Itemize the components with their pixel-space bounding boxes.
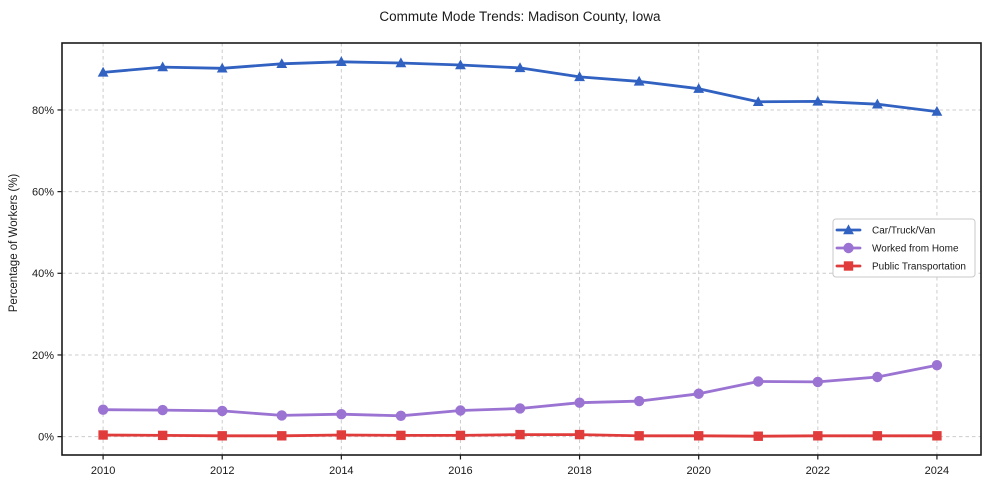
legend-circle-icon (843, 242, 854, 254)
car-truck-van-marker-2024 (931, 105, 943, 116)
car-truck-van-marker-2016 (455, 59, 466, 70)
public-transportation-marker-2020 (693, 431, 704, 441)
car-truck-van-marker-2021 (752, 96, 764, 106)
tick-marks (57, 109, 938, 460)
y-tick-label-80%: 80% (32, 105, 54, 117)
worked-from-home-marker-2020 (693, 388, 704, 399)
legend-triangle-icon (843, 224, 854, 235)
public-transportation-marker-2016 (455, 430, 466, 441)
car-truck-van-marker-2017 (514, 62, 526, 73)
y-tick-label-40%: 40% (32, 268, 54, 280)
worked-from-home-marker-2023 (872, 371, 883, 383)
x-tick-label-2018: 2018 (567, 465, 591, 477)
legend-square-icon (843, 261, 854, 271)
public-transportation-marker-2017 (515, 429, 525, 440)
public-transportation-marker-2021 (753, 431, 763, 441)
public-transportation-marker-2024 (932, 431, 942, 441)
public-transportation-marker-2019 (634, 431, 644, 441)
public-transportation-marker-2011 (157, 430, 168, 441)
car-truck-van-marker-2010 (97, 66, 109, 77)
car-truck-van-marker-2020 (693, 83, 705, 93)
y-axis-label: Percentage of Workers (%) (8, 174, 20, 313)
x-tick-label-2012: 2012 (210, 465, 234, 477)
legend-label-worked-from-home: Worked from Home (872, 244, 959, 255)
legend-item-car-truck-van: Car/Truck/Van (835, 224, 935, 237)
series-car-truck-van (97, 56, 943, 116)
public-transportation-marker-2022 (813, 431, 823, 441)
worked-from-home-marker-2016 (455, 405, 466, 416)
x-tick-labels: 2010 2012 2014 2016 2018 2020 2022 2024 (91, 465, 949, 477)
public-transportation-marker-2015 (396, 430, 406, 441)
plot-background (62, 43, 981, 455)
worked-from-home-marker-2019 (633, 395, 645, 407)
car-truck-van-marker-2018 (574, 71, 585, 82)
car-truck-van-marker-2015 (395, 57, 407, 68)
car-truck-van-marker-2011 (157, 61, 169, 72)
y-tick-labels: 0% 20% 40% 60% 80% (32, 105, 54, 444)
legend-item-public-transportation: Public Transportation (835, 261, 966, 273)
car-truck-van-marker-2013 (276, 58, 288, 69)
legend-box (832, 218, 976, 278)
worked-from-home-marker-2013 (276, 410, 287, 421)
chart-title: Commute Mode Trends: Madison County, Iow… (379, 9, 661, 24)
worked-from-home-marker-2011 (157, 404, 168, 416)
y-tick-label-60%: 60% (32, 186, 54, 198)
legend-label-car-truck-van: Car/Truck/Van (872, 226, 935, 237)
series-public-transportation (98, 429, 942, 441)
public-transportation-marker-2013 (277, 431, 287, 441)
car-truck-van-marker-2012 (216, 62, 228, 73)
public-transportation-marker-2010 (98, 430, 108, 440)
public-transportation-marker-2012 (217, 431, 227, 441)
y-tick-label-0%: 0% (38, 431, 54, 443)
public-transportation-marker-2023 (872, 431, 883, 441)
car-truck-van-marker-2023 (871, 98, 883, 109)
worked-from-home-marker-2017 (514, 403, 526, 414)
x-tick-label-2020: 2020 (686, 465, 710, 477)
legend-label-public-transportation: Public Transportation (872, 262, 966, 273)
public-transportation-marker-2014 (336, 430, 347, 440)
public-transportation-marker-2018 (574, 429, 585, 440)
x-tick-label-2022: 2022 (806, 465, 830, 477)
y-tick-label-20%: 20% (32, 350, 54, 362)
car-truck-van-marker-2019 (633, 75, 645, 86)
worked-from-home-marker-2012 (217, 405, 228, 417)
worked-from-home-marker-2014 (336, 408, 347, 420)
plot-border (61, 42, 982, 456)
car-truck-van-marker-2022 (812, 95, 824, 106)
x-tick-label-2010: 2010 (91, 465, 115, 477)
worked-from-home-marker-2021 (753, 376, 764, 387)
car-truck-van-marker-2014 (335, 56, 347, 66)
x-tick-label-2024: 2024 (925, 465, 949, 477)
legend-item-worked-from-home: Worked from Home (835, 242, 959, 255)
x-tick-label-2014: 2014 (329, 465, 353, 477)
worked-from-home-marker-2024 (931, 359, 943, 371)
x-tick-label-2016: 2016 (448, 465, 472, 477)
worked-from-home-marker-2022 (812, 376, 824, 388)
legend: Car/Truck/Van Worked from Home Public Tran… (832, 218, 976, 278)
worked-from-home-marker-2018 (574, 397, 585, 408)
series-worked-from-home (97, 359, 943, 422)
worked-from-home-marker-2015 (395, 410, 407, 422)
worked-from-home-marker-2010 (97, 404, 109, 415)
